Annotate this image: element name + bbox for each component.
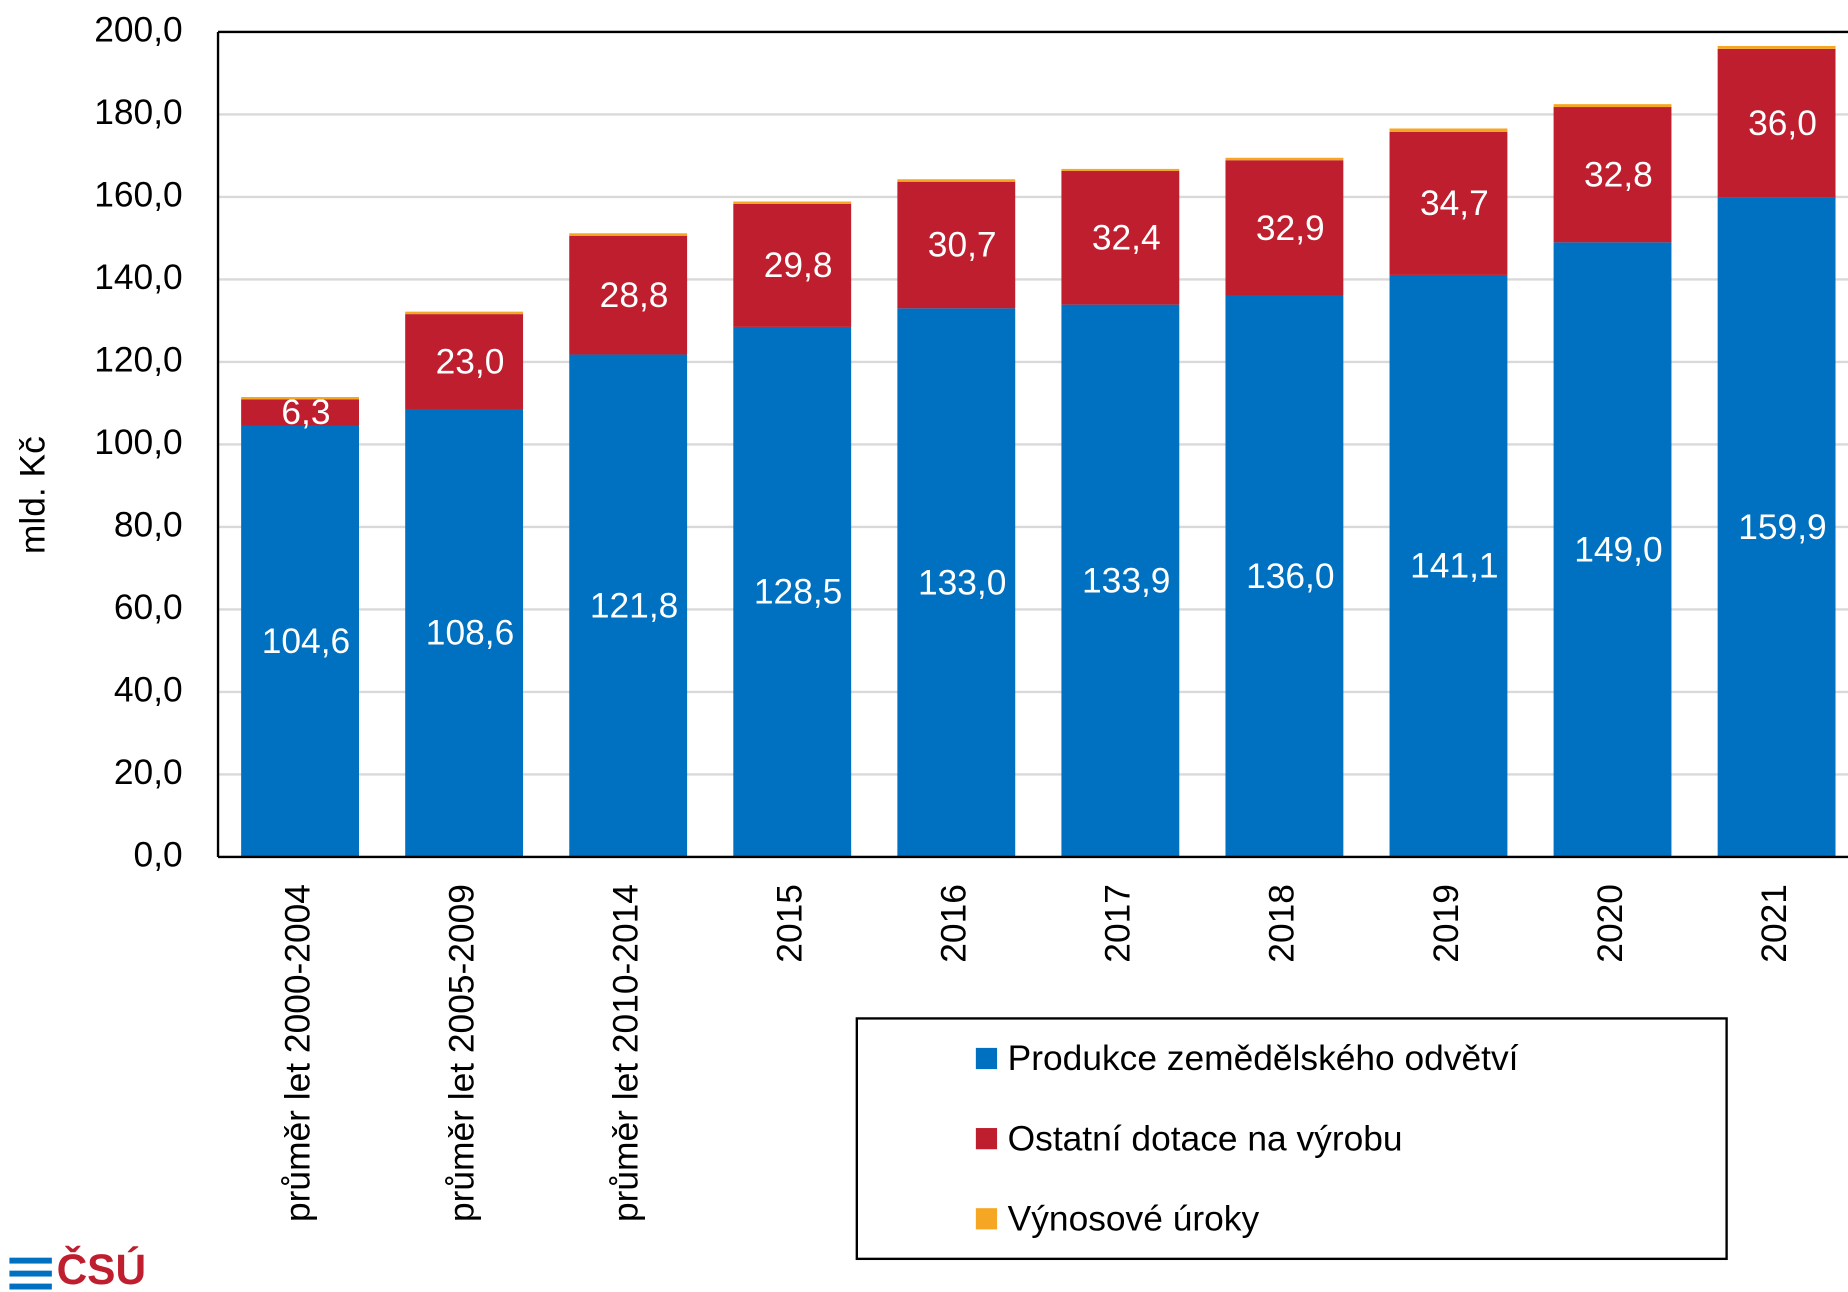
bar-segment (241, 425, 359, 857)
bar-segment (1389, 274, 1508, 857)
bar-segment (1717, 45, 1836, 49)
bar-segment (897, 308, 1016, 857)
data-label: 23,0 (436, 342, 505, 381)
y-tick-label: 200,0 (94, 10, 182, 49)
data-label: 149,0 (1574, 530, 1662, 569)
bar-segment (1225, 157, 1344, 161)
logo-stripe (9, 1283, 52, 1290)
x-tick-label: 2015 (771, 884, 810, 963)
legend-marker (975, 1208, 998, 1230)
x-tick-label: průměr let 2005-2009 (442, 884, 481, 1222)
bar-segment (1553, 107, 1672, 243)
data-label: 108,6 (426, 614, 514, 653)
data-label: 32,9 (1256, 209, 1325, 248)
bar-segment (1225, 160, 1344, 296)
bar-segment (897, 181, 1016, 309)
bar-segment (405, 311, 524, 315)
logo-group: ČSÚ (9, 1245, 146, 1292)
legend-label: Výnosové úroky (1008, 1199, 1260, 1238)
data-label: 133,0 (918, 563, 1006, 602)
bar-segment (405, 408, 524, 857)
y-axis-label: mld. Kč (14, 436, 53, 554)
data-label: 32,4 (1092, 219, 1161, 258)
y-tick-label: 100,0 (94, 423, 182, 462)
data-label: 121,8 (590, 586, 678, 625)
bar-segment (1061, 304, 1180, 857)
bar-segment (1553, 242, 1672, 857)
data-label: 136,0 (1246, 557, 1334, 596)
data-label: 133,9 (1082, 561, 1170, 600)
x-tick-label: průměr let 2010-2014 (607, 884, 646, 1222)
bar-segment (1389, 131, 1508, 275)
bar-segment (1225, 295, 1344, 857)
bar-segment (733, 203, 852, 327)
bar-segment (897, 179, 1016, 182)
bar-segment (733, 326, 852, 857)
data-label: 34,7 (1420, 184, 1489, 223)
y-tick-label: 80,0 (114, 505, 183, 544)
bar-segment (569, 354, 688, 857)
bar-segment (1061, 170, 1180, 305)
y-tick-label: 140,0 (94, 258, 182, 297)
x-tick-label: průměr let 2000-2004 (278, 884, 317, 1222)
bar-segment (1553, 104, 1672, 108)
x-tick-label: 2018 (1263, 884, 1302, 963)
y-tick-label: 160,0 (94, 175, 182, 214)
data-label: 29,8 (764, 246, 833, 285)
bar-segment (569, 233, 688, 236)
bar-segment (1717, 48, 1836, 198)
y-tick-label: 180,0 (94, 93, 182, 132)
bar-segment (1717, 197, 1836, 857)
bar-segment (1061, 168, 1180, 171)
data-label: 128,5 (754, 573, 842, 612)
data-label: 28,8 (600, 276, 669, 315)
y-tick-label: 40,0 (114, 670, 183, 709)
x-tick-label: 2016 (935, 884, 974, 963)
legend-label: Ostatní dotace na výrobu (1008, 1119, 1403, 1158)
bar-segment (241, 399, 359, 426)
y-tick-label: 0,0 (134, 835, 183, 874)
legend-label: Produkce zemědělského odvětví (1008, 1039, 1519, 1078)
data-label: 104,6 (262, 622, 350, 661)
data-label: 32,8 (1584, 155, 1653, 194)
x-tick-label: 2019 (1427, 884, 1466, 963)
bar-segment (1389, 128, 1508, 132)
data-label: 159,9 (1738, 508, 1826, 547)
y-tick-label: 60,0 (114, 588, 183, 627)
legend-marker (975, 1128, 998, 1150)
bar-segment (405, 314, 524, 409)
logo: ČSÚ (57, 1245, 147, 1292)
logo-stripe (9, 1270, 52, 1277)
x-tick-label: 2020 (1591, 884, 1630, 963)
data-label: 141,1 (1410, 547, 1498, 586)
y-tick-label: 20,0 (114, 753, 183, 792)
bar-segment (733, 201, 852, 204)
data-label: 36,0 (1748, 104, 1817, 143)
legend-box (855, 1017, 1728, 1261)
logo-stripe (9, 1257, 52, 1264)
data-label: 30,7 (928, 226, 997, 265)
y-tick-label: 120,0 (94, 340, 182, 379)
data-label: 6,3 (281, 393, 330, 432)
bar-segment (241, 397, 359, 400)
x-tick-label: 2017 (1099, 884, 1138, 963)
bar-segment (569, 235, 688, 355)
x-tick-label: 2021 (1755, 884, 1794, 963)
legend-marker (975, 1047, 998, 1070)
